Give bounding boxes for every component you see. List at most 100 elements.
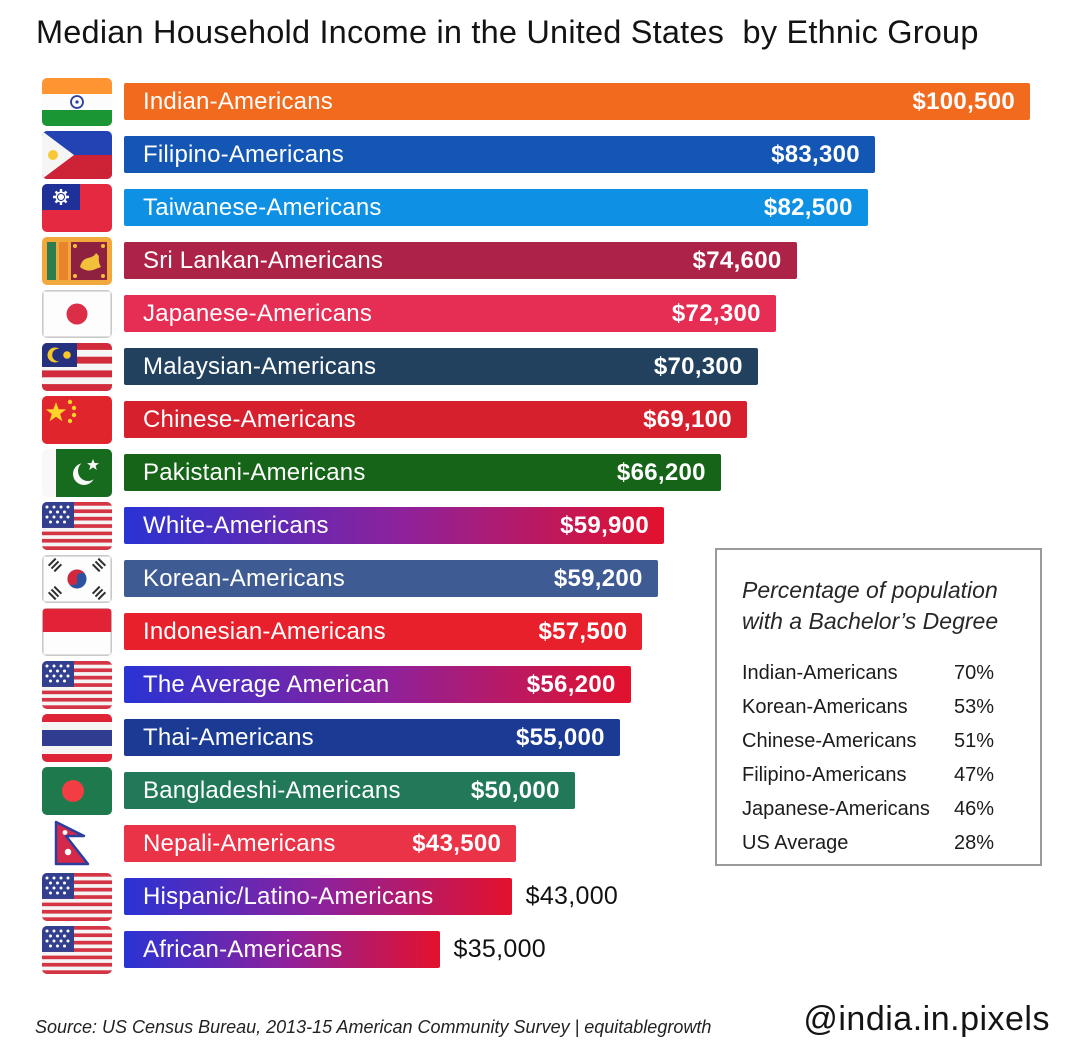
indonesia-flag-icon <box>42 607 112 656</box>
bachelors-degree-list-item: Chinese-Americans 51% <box>742 730 994 753</box>
bar-value: $66,200 <box>616 458 706 486</box>
bachelors-degree-item-label: Filipino-Americans <box>742 764 907 787</box>
bar-row: Nepali-Americans $43,500 <box>42 820 1030 865</box>
bar-label: Malaysian-Americans <box>143 352 377 380</box>
china-flag-icon <box>42 395 112 444</box>
bachelors-degree-item-value: 46% <box>953 798 994 821</box>
bar-value: $55,000 <box>515 723 605 751</box>
bar-track: Hispanic/Latino-Americans $43,000 <box>124 878 1030 915</box>
bar-track: Indian-Americans $100,500 <box>124 83 1030 120</box>
bar-label: Indian-Americans <box>143 87 333 115</box>
bar-label: Chinese-Americans <box>143 405 356 433</box>
malaysia-flag-icon <box>42 342 112 391</box>
bar-label: Hispanic/Latino-Americans <box>143 882 434 910</box>
thailand-flag-icon <box>42 713 112 762</box>
usa-flag-icon <box>42 872 112 921</box>
income-bar: Hispanic/Latino-Americans <box>124 878 512 915</box>
bar-row: Chinese-Americans $69,100 <box>42 395 1030 444</box>
bachelors-degree-item-value: 53% <box>953 696 994 719</box>
bar-label: Taiwanese-Americans <box>143 193 382 221</box>
bar-track: Taiwanese-Americans $82,500 <box>124 189 1030 226</box>
bar-row: White-Americans $59,900 <box>42 501 1030 550</box>
bar-track: Korean-Americans $59,200 <box>124 560 1030 597</box>
income-bar: Filipino-Americans $83,300 <box>124 136 875 173</box>
bachelors-degree-item-label: Korean-Americans <box>742 696 908 719</box>
bachelors-degree-item-value: 51% <box>953 730 994 753</box>
bar-label: Filipino-Americans <box>143 140 344 168</box>
bar-track: Bangladeshi-Americans $50,000 <box>124 772 1030 809</box>
bar-row: Filipino-Americans $83,300 <box>42 130 1030 179</box>
bar-label: Korean-Americans <box>143 564 345 592</box>
bar-row: Malaysian-Americans $70,300 <box>42 342 1030 391</box>
bachelors-degree-list-item: Japanese-Americans 46% <box>742 798 994 821</box>
income-bar: Bangladeshi-Americans $50,000 <box>124 772 575 809</box>
bar-label: White-Americans <box>143 511 329 539</box>
income-bar: Chinese-Americans $69,100 <box>124 401 747 438</box>
bachelors-degree-item-label: Chinese-Americans <box>742 730 917 753</box>
japan-flag-icon <box>42 289 112 338</box>
bar-row: Sri Lankan-Americans $74,600 <box>42 236 1030 285</box>
bar-track: African-Americans $35,000 <box>124 931 1030 968</box>
income-bar: Taiwanese-Americans $82,500 <box>124 189 868 226</box>
bar-label: African-Americans <box>143 935 343 963</box>
bar-row: Bangladeshi-Americans $50,000 <box>42 766 1030 815</box>
bachelors-degree-list-item: Filipino-Americans 47% <box>742 764 994 787</box>
income-bar: Sri Lankan-Americans $74,600 <box>124 242 797 279</box>
bar-label: The Average American <box>143 670 390 698</box>
bar-value-outside: $43,000 <box>525 882 619 910</box>
bar-track: Sri Lankan-Americans $74,600 <box>124 242 1030 279</box>
bar-value: $43,500 <box>412 829 502 857</box>
bar-value: $59,200 <box>553 564 643 592</box>
bachelors-degree-list: Indian-Americans 70% Korean-Americans 53… <box>742 662 1016 855</box>
chart-title: Median Household Income in the United St… <box>36 14 979 50</box>
bar-chart: Indian-Americans $100,500 Filipino-Ameri… <box>42 77 1030 974</box>
bar-track: Indonesian-Americans $57,500 <box>124 613 1030 650</box>
bar-label: Pakistani-Americans <box>143 458 366 486</box>
bachelors-degree-panel: Percentage of population with a Bachelor… <box>715 548 1042 866</box>
india-flag-icon <box>42 77 112 126</box>
bar-row: Japanese-Americans $72,300 <box>42 289 1030 338</box>
bar-value: $74,600 <box>692 246 782 274</box>
bar-track: Malaysian-Americans $70,300 <box>124 348 1030 385</box>
income-bar: Pakistani-Americans $66,200 <box>124 454 721 491</box>
bar-row: Thai-Americans $55,000 <box>42 713 1030 762</box>
bar-value: $50,000 <box>470 776 560 804</box>
usa-flag-icon <box>42 501 112 550</box>
bachelors-degree-item-value: 70% <box>953 662 994 685</box>
bar-track: Nepali-Americans $43,500 <box>124 825 1030 862</box>
bar-value: $83,300 <box>771 140 860 168</box>
bachelors-degree-item-value: 28% <box>953 832 994 855</box>
income-bar: The Average American $56,200 <box>124 666 631 703</box>
bar-label: Japanese-Americans <box>143 299 373 327</box>
bar-value: $57,500 <box>538 617 628 645</box>
usa-flag-icon <box>42 925 112 974</box>
bangladesh-flag-icon <box>42 766 112 815</box>
sri-lanka-flag-icon <box>42 236 112 285</box>
bar-row: Hispanic/Latino-Americans $43,000 <box>42 872 1030 921</box>
author-handle: @india.in.pixels <box>803 1000 1050 1038</box>
bar-value: $56,200 <box>526 670 616 698</box>
income-bar: Indian-Americans $100,500 <box>124 83 1030 120</box>
bar-label: Sri Lankan-Americans <box>143 246 384 274</box>
bachelors-degree-list-item: Korean-Americans 53% <box>742 696 994 719</box>
bar-track: Thai-Americans $55,000 <box>124 719 1030 756</box>
bar-row: The Average American $56,200 <box>42 660 1030 709</box>
income-bar: Thai-Americans $55,000 <box>124 719 620 756</box>
bar-track: Japanese-Americans $72,300 <box>124 295 1030 332</box>
taiwan-flag-icon <box>42 183 112 232</box>
pakistan-flag-icon <box>42 448 112 497</box>
bachelors-degree-item-label: Indian-Americans <box>742 662 898 685</box>
bar-track: White-Americans $59,900 <box>124 507 1030 544</box>
bachelors-degree-panel-title: Percentage of population with a Bachelor… <box>742 577 999 635</box>
bar-row: Taiwanese-Americans $82,500 <box>42 183 1030 232</box>
bar-track: Chinese-Americans $69,100 <box>124 401 1030 438</box>
philippines-flag-icon <box>42 130 112 179</box>
income-bar: White-Americans $59,900 <box>124 507 664 544</box>
bar-track: Filipino-Americans $83,300 <box>124 136 1030 173</box>
south-korea-flag-icon <box>42 554 112 603</box>
bar-row: Pakistani-Americans $66,200 <box>42 448 1030 497</box>
bar-row: Korean-Americans $59,200 <box>42 554 1030 603</box>
bar-label: Thai-Americans <box>143 723 314 751</box>
bar-track: The Average American $56,200 <box>124 666 1030 703</box>
bar-value: $100,500 <box>912 87 1015 115</box>
